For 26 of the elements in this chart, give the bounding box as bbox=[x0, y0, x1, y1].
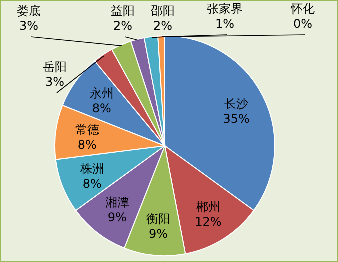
slice-label: 邵阳 bbox=[151, 4, 175, 18]
slice-label: 衡阳 bbox=[146, 212, 171, 226]
data-label: 2% bbox=[153, 19, 173, 33]
data-label: 12% bbox=[195, 214, 222, 229]
slice-label: 常德 bbox=[75, 123, 100, 138]
slice-label: 永州 bbox=[90, 86, 114, 100]
slice-label: 株洲 bbox=[79, 162, 104, 176]
slice-label: 张家界 bbox=[207, 2, 243, 16]
data-label: 2% bbox=[113, 19, 133, 33]
slice-label: 郴州 bbox=[196, 200, 220, 214]
text: 0% bbox=[293, 17, 313, 31]
slice-label: 益阳 bbox=[111, 4, 135, 18]
data-label: 3% bbox=[45, 75, 65, 89]
data-label: 3% bbox=[19, 19, 39, 33]
data-label: 35% bbox=[223, 112, 250, 126]
slice-label: 湘潭 bbox=[105, 196, 130, 210]
data-label: 1% bbox=[215, 17, 235, 31]
data-label: 8% bbox=[78, 138, 97, 152]
data-label: 9% bbox=[149, 226, 168, 241]
slice-label: 岳阳 bbox=[43, 60, 67, 74]
slice-label: 娄底 bbox=[17, 4, 41, 18]
data-label: 8% bbox=[92, 101, 112, 116]
data-label: 9% bbox=[108, 210, 127, 225]
data-label: 8% bbox=[82, 177, 102, 192]
category-label: 怀化 bbox=[291, 2, 315, 16]
slice-label: 长沙 bbox=[224, 97, 249, 112]
